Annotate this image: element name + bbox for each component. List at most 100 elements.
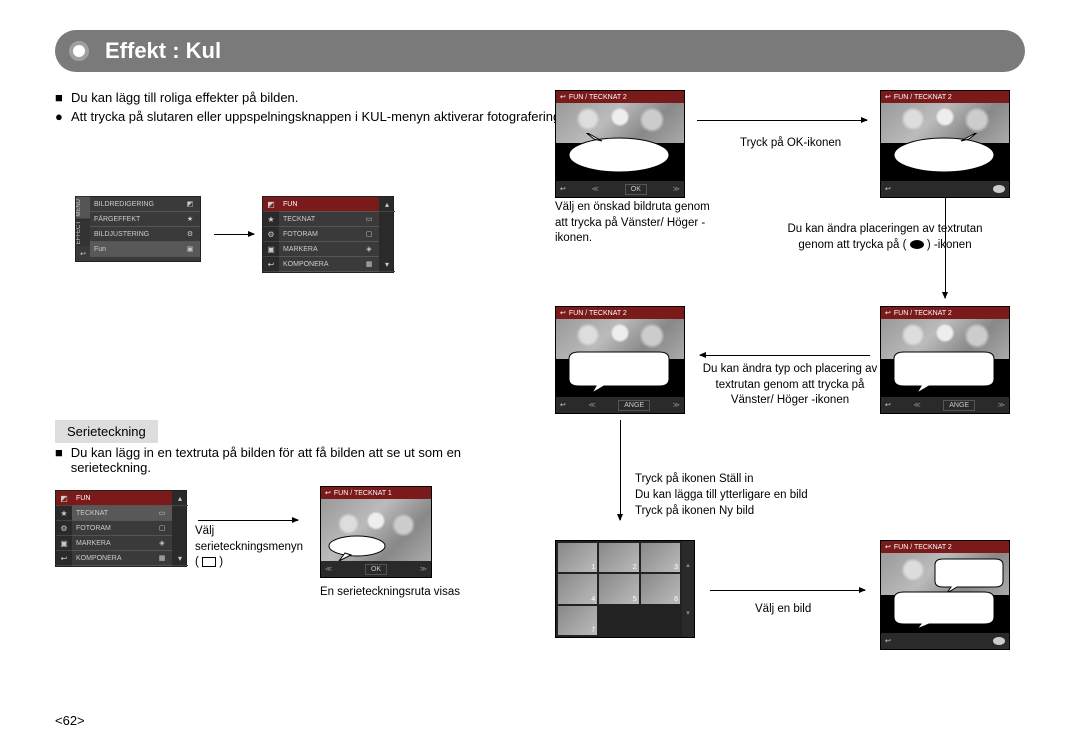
back-icon[interactable]: ↩ <box>885 543 891 551</box>
menu-row[interactable]: MARKERA◈ <box>72 536 172 551</box>
menu-header: FUN <box>72 491 172 506</box>
speech-bubble-icon <box>327 535 387 561</box>
arrow-right-icon <box>710 590 865 591</box>
side-icon[interactable]: ◩ <box>263 197 279 212</box>
cam-header: ↩FUN / TECKNAT 2 <box>881 541 1009 553</box>
side-icon[interactable]: ◩ <box>56 491 72 506</box>
arrow-down-icon <box>945 198 946 298</box>
side-icon[interactable]: ▣ <box>56 536 72 551</box>
menu-row[interactable]: FOTORAM▢ <box>279 227 379 242</box>
thumbnail-empty <box>641 606 680 635</box>
section-desc: Du kan lägg in en textruta på bilden för… <box>71 445 535 475</box>
back-icon[interactable]: ↩ <box>56 551 72 566</box>
arrow-right-icon <box>214 234 254 235</box>
caption-c3b: Tryck på OK-ikonen <box>740 136 841 152</box>
back-icon[interactable]: ↩ <box>560 309 566 317</box>
cam-toolbar: ↩ <box>881 633 1009 649</box>
down-icon[interactable]: ▾ <box>172 551 188 566</box>
menu-row[interactable]: KOMPONERA▦ <box>72 551 172 566</box>
chevron-right-icon[interactable]: ≫ <box>673 401 680 409</box>
back-icon[interactable]: ↩ <box>885 309 891 317</box>
back-icon[interactable]: ↩ <box>560 93 566 101</box>
cam-panel-top-left: ↩FUN / TECKNAT 2 ↩ ≪ OK ≫ <box>555 90 685 198</box>
thumbnail[interactable] <box>558 606 597 635</box>
chevron-left-icon[interactable]: ≪ <box>592 185 599 193</box>
cam-header: ↩FUN / TECKNAT 2 <box>556 307 684 319</box>
speech-bubble-icon <box>889 589 999 629</box>
back-icon[interactable]: ↩ <box>885 185 891 193</box>
menu-row[interactable]: BILDREDIGERING◩ <box>90 197 200 212</box>
rect-icon <box>202 557 216 567</box>
menu-header: FUN <box>279 197 379 212</box>
set-button[interactable]: ANGE <box>943 400 975 411</box>
side-icon[interactable]: ★ <box>56 506 72 521</box>
back-icon[interactable]: ↩ <box>560 401 566 409</box>
title-dot-icon <box>69 41 89 61</box>
cam-panel-l2: ↩FUN / TECKNAT 2 ↩ ≪ ANGE ≫ <box>555 306 685 414</box>
thumbnail[interactable] <box>558 543 597 572</box>
speech-bubble-icon <box>564 133 674 177</box>
down-icon[interactable]: ▾ <box>686 609 690 617</box>
side-icon[interactable]: ⚙ <box>263 227 279 242</box>
thumbnail-empty <box>599 606 638 635</box>
chevron-right-icon[interactable]: ≫ <box>673 185 680 193</box>
chevron-left-icon[interactable]: ≪ <box>325 565 332 573</box>
highlight-icon: ◈ <box>363 244 375 254</box>
thumbnail[interactable] <box>558 574 597 603</box>
side-icon[interactable]: ★ <box>263 212 279 227</box>
round-bullet-icon: ● <box>55 109 65 124</box>
thumb-panel: ▴ ▾ <box>555 540 695 638</box>
cam-panel-1: ↩FUN / TECKNAT 1 ≪ OK ≫ <box>320 486 432 578</box>
back-icon[interactable]: ↩ <box>76 246 90 261</box>
cam-panel-top-right: ↩FUN / TECKNAT 2 ↩ <box>880 90 1010 198</box>
thumbnail[interactable] <box>599 574 638 603</box>
side-icon[interactable]: ▣ <box>263 242 279 257</box>
cartoon-icon: ▭ <box>363 214 375 224</box>
menu-row[interactable]: TECKNAT▭ <box>72 506 172 521</box>
compose-icon: ▦ <box>156 553 168 563</box>
ok-button[interactable]: OK <box>365 564 387 575</box>
cam-toolbar: ↩ ≪ ANGE ≫ <box>556 397 684 413</box>
section-label: Serieteckning <box>55 420 158 443</box>
up-icon[interactable]: ▴ <box>379 197 395 212</box>
bubble-icon[interactable] <box>993 637 1005 645</box>
speech-bubble-icon <box>564 349 674 393</box>
ok-button[interactable]: OK <box>625 184 647 195</box>
menu-row[interactable]: KOMPONERA▦ <box>279 257 379 272</box>
thumbnail[interactable] <box>599 543 638 572</box>
caption-c6a: Tryck på ikonen Ställ in <box>635 472 753 488</box>
thumbnail[interactable] <box>641 574 680 603</box>
back-icon[interactable]: ↩ <box>885 93 891 101</box>
menu-panel-b: ◩ ★ ⚙ ▣ ↩ FUN TECKNAT▭ FOTORAM▢ MARKERA◈… <box>262 196 394 273</box>
menu-row[interactable]: BILDJUSTERING⚙ <box>90 227 200 242</box>
speech-bubble-icon <box>889 133 999 177</box>
intro-text-2: Att trycka på slutaren eller uppspelning… <box>71 109 599 124</box>
menu-row[interactable]: FÄRGEFFEKT★ <box>90 212 200 227</box>
bubble-icon[interactable] <box>993 185 1005 193</box>
up-icon[interactable]: ▴ <box>172 491 188 506</box>
set-button[interactable]: ANGE <box>618 400 650 411</box>
menu-row[interactable]: Fun▣ <box>90 242 200 257</box>
ellipse-icon <box>910 240 924 249</box>
side-icon[interactable]: ⚙ <box>56 521 72 536</box>
menu-row[interactable]: TECKNAT▭ <box>279 212 379 227</box>
back-icon[interactable]: ↩ <box>560 185 566 193</box>
chevron-right-icon[interactable]: ≫ <box>420 565 427 573</box>
sliders-icon: ⚙ <box>184 229 196 239</box>
chevron-right-icon[interactable]: ≫ <box>998 401 1005 409</box>
thumb-sidebar: ▴ ▾ <box>682 541 694 637</box>
back-icon[interactable]: ↩ <box>885 401 891 409</box>
back-icon[interactable]: ↩ <box>885 637 891 645</box>
down-icon[interactable]: ▾ <box>379 257 395 272</box>
up-icon[interactable]: ▴ <box>686 561 690 569</box>
back-icon[interactable]: ↩ <box>263 257 279 272</box>
chevron-left-icon[interactable]: ≪ <box>913 401 920 409</box>
menu-row[interactable]: FOTORAM▢ <box>72 521 172 536</box>
back-icon[interactable]: ↩ <box>325 489 331 497</box>
chevron-left-icon[interactable]: ≪ <box>588 401 595 409</box>
caption-c2: En serieteckningsruta visas <box>320 585 460 601</box>
arrow-left-icon <box>700 355 870 356</box>
menu-row[interactable]: MARKERA◈ <box>279 242 379 257</box>
speech-bubble-icon <box>931 557 1007 593</box>
thumbnail[interactable] <box>641 543 680 572</box>
